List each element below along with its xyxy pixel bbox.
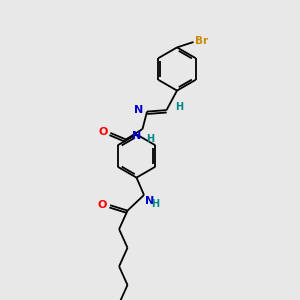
Text: O: O — [98, 127, 107, 137]
Text: N: N — [145, 196, 154, 206]
Text: O: O — [98, 200, 107, 210]
Text: N: N — [134, 105, 143, 116]
Text: H: H — [146, 134, 154, 144]
Text: H: H — [152, 199, 160, 208]
Text: Br: Br — [195, 36, 208, 46]
Text: N: N — [132, 131, 141, 141]
Text: H: H — [175, 101, 183, 112]
